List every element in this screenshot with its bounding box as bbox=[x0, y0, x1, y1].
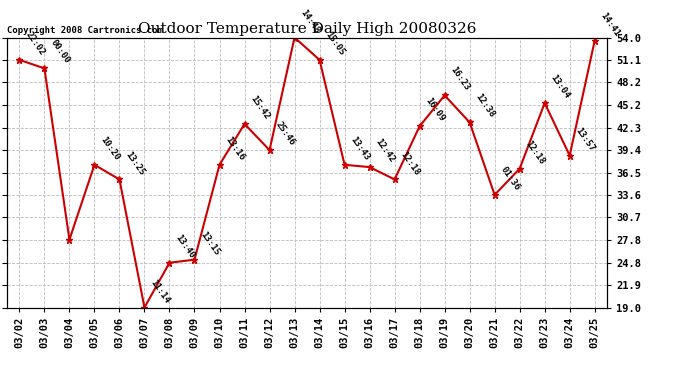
Text: 12:18: 12:18 bbox=[524, 139, 546, 166]
Text: 13:16: 13:16 bbox=[224, 135, 246, 162]
Text: 13:04: 13:04 bbox=[549, 73, 571, 100]
Text: 22:02: 22:02 bbox=[23, 30, 46, 57]
Text: 12:38: 12:38 bbox=[474, 92, 497, 120]
Text: 13:15: 13:15 bbox=[199, 230, 221, 257]
Text: 15:42: 15:42 bbox=[248, 94, 271, 121]
Text: 14:41: 14:41 bbox=[599, 10, 622, 38]
Text: 13:25: 13:25 bbox=[124, 150, 146, 177]
Text: 12:18: 12:18 bbox=[399, 150, 422, 177]
Title: Outdoor Temperature Daily High 20080326: Outdoor Temperature Daily High 20080326 bbox=[138, 22, 476, 36]
Text: 01:36: 01:36 bbox=[499, 165, 522, 192]
Text: 10:20: 10:20 bbox=[99, 135, 121, 162]
Text: 25:46: 25:46 bbox=[274, 120, 297, 147]
Text: 12:42: 12:42 bbox=[374, 137, 397, 164]
Text: 13:43: 13:43 bbox=[348, 135, 371, 162]
Text: 13:57: 13:57 bbox=[574, 126, 597, 153]
Text: 16:23: 16:23 bbox=[448, 65, 471, 93]
Text: 13:40: 13:40 bbox=[174, 233, 197, 260]
Text: 11:14: 11:14 bbox=[148, 278, 171, 305]
Text: 00:00: 00:00 bbox=[48, 38, 71, 66]
Text: 14:48: 14:48 bbox=[299, 8, 322, 35]
Text: 16:09: 16:09 bbox=[424, 96, 446, 123]
Text: 15:05: 15:05 bbox=[324, 30, 346, 57]
Text: Copyright 2008 Cartronics.com: Copyright 2008 Cartronics.com bbox=[7, 26, 163, 35]
